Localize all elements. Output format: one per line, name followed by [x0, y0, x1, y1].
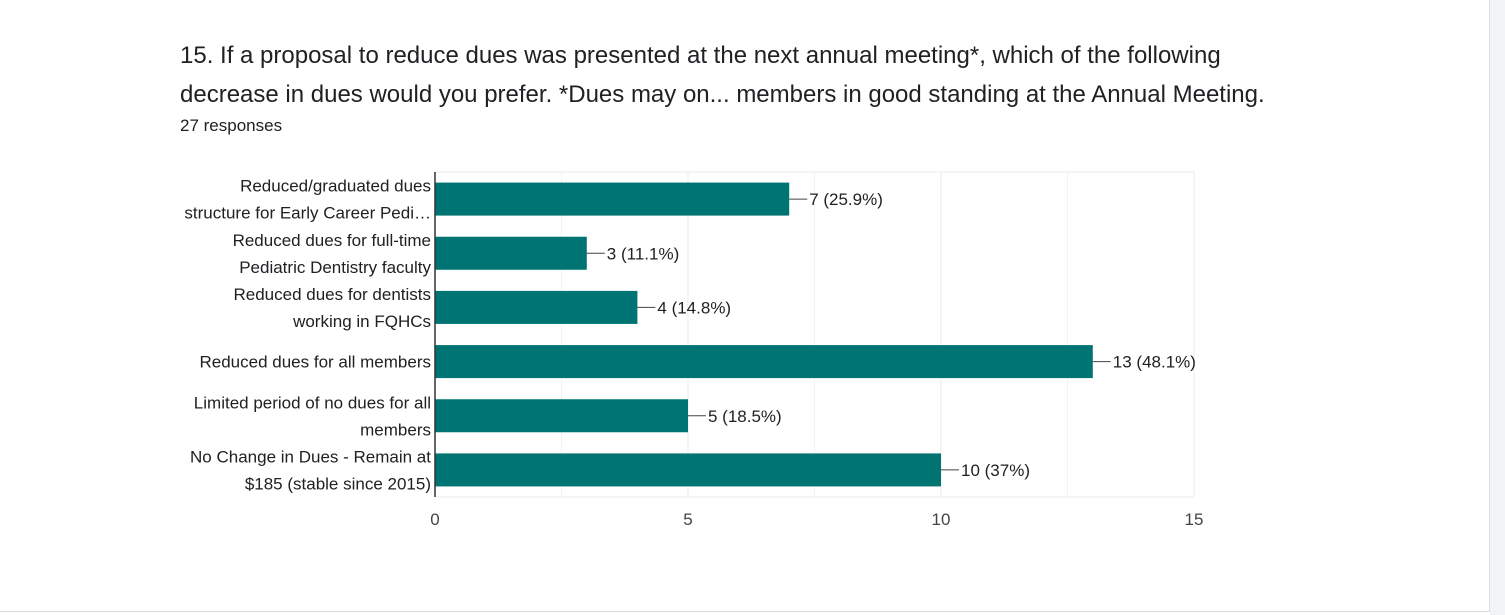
- category-label: Reduced/graduated dues: [240, 177, 431, 196]
- scrollbar-track[interactable]: [1490, 0, 1505, 615]
- category-label: members: [360, 420, 431, 439]
- bar: [435, 399, 688, 433]
- x-tick-label: 15: [1185, 510, 1204, 529]
- bar: [435, 290, 638, 324]
- category-label: Reduced dues for full-time: [233, 231, 431, 250]
- x-tick-label: 10: [932, 510, 951, 529]
- category-label: working in FQHCs: [292, 312, 431, 331]
- x-tick-label: 5: [683, 510, 692, 529]
- bar: [435, 453, 941, 487]
- data-label: 4 (14.8%): [657, 298, 731, 317]
- category-label: Limited period of no dues for all: [194, 393, 431, 412]
- category-label: structure for Early Career Pedi…: [184, 204, 431, 223]
- category-label: Reduced dues for all members: [199, 353, 431, 372]
- category-label: Reduced dues for dentists: [233, 285, 431, 304]
- data-label: 10 (37%): [961, 461, 1030, 480]
- data-label: 3 (11.1%): [607, 244, 679, 263]
- category-label: Pediatric Dentistry faculty: [239, 258, 431, 277]
- bar: [435, 345, 1093, 379]
- response-count: 27 responses: [180, 116, 283, 135]
- category-label: No Change in Dues - Remain at: [190, 447, 431, 466]
- question-title: 15. If a proposal to reduce dues was pre…: [180, 42, 1265, 108]
- data-label: 13 (48.1%): [1113, 353, 1196, 372]
- data-label: 5 (18.5%): [708, 407, 782, 426]
- data-label: 7 (25.9%): [809, 190, 883, 209]
- category-label: $185 (stable since 2015): [245, 474, 431, 493]
- bar: [435, 236, 587, 270]
- x-tick-label: 0: [430, 510, 439, 529]
- bar: [435, 182, 790, 216]
